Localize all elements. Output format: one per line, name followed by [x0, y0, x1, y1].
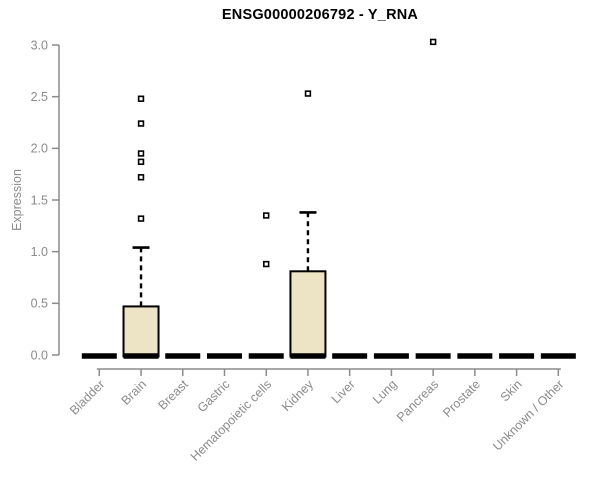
- y-tick-label: 0.0: [31, 348, 48, 362]
- y-tick-label: 2.0: [31, 142, 48, 156]
- outlier-hematopoietic-cells: [263, 212, 270, 219]
- x-tick-label: Liver: [329, 377, 358, 406]
- x-tick-label: Hematopoietic cells: [188, 377, 275, 464]
- outlier-brain: [137, 174, 145, 181]
- x-tick-label: Lung: [370, 377, 400, 407]
- outlier-brain: [137, 150, 145, 157]
- outlier-hematopoietic-cells: [263, 260, 270, 268]
- outlier-kidney: [304, 90, 312, 97]
- y-tick-label: 1.5: [31, 193, 48, 207]
- x-tick-label: Skin: [498, 377, 525, 404]
- chart-title: ENSG00000206792 - Y_RNA: [221, 7, 419, 23]
- x-tick-label: Kidney: [279, 377, 316, 414]
- y-tick-label: 2.5: [31, 90, 48, 104]
- x-tick-label: Pancreas: [394, 377, 441, 424]
- outlier-brain: [137, 215, 145, 222]
- y-tick-label: 0.5: [31, 297, 48, 311]
- y-tick-label: 3.0: [31, 38, 48, 52]
- x-tick-label: Breast: [155, 377, 191, 413]
- outlier-pancreas: [429, 38, 437, 46]
- box-brain: [122, 305, 160, 358]
- x-tick-label: Prostate: [440, 377, 483, 420]
- box-kidney: [289, 270, 327, 358]
- y-tick-label: 1.0: [31, 245, 48, 259]
- x-tick-label: Unknown / Other: [490, 377, 566, 453]
- x-tick-label: Brain: [119, 377, 150, 408]
- x-tick-label: Gastric: [195, 377, 233, 415]
- x-tick-label: Bladder: [67, 377, 107, 417]
- outlier-brain: [137, 158, 145, 165]
- outlier-brain: [137, 120, 145, 127]
- outlier-brain: [137, 95, 145, 102]
